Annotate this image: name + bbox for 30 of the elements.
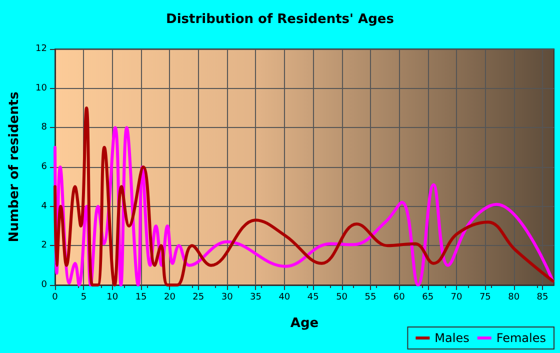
legend-label: Females <box>496 331 546 345</box>
x-tick-label: 10 <box>106 292 118 302</box>
x-tick-label: 45 <box>307 292 319 302</box>
x-tick-label: 20 <box>164 292 176 302</box>
y-tick-label: 12 <box>36 44 47 54</box>
x-tick-label: 40 <box>278 292 290 302</box>
y-tick-label: 6 <box>41 162 48 172</box>
x-axis-title: Age <box>290 316 319 331</box>
x-tick-label: 5 <box>80 292 87 302</box>
x-tick-label: 55 <box>364 292 376 302</box>
x-tick-label: 85 <box>536 292 548 302</box>
y-tick-label: 4 <box>41 201 48 212</box>
x-tick-label: 50 <box>336 292 348 302</box>
y-axis-title: Number of residents <box>7 91 22 242</box>
x-tick-label: 15 <box>135 292 147 302</box>
x-tick-label: 35 <box>250 292 262 302</box>
y-tick-label: 0 <box>41 280 48 290</box>
y-tick-label: 2 <box>41 240 47 251</box>
x-tick-label: 65 <box>422 292 434 302</box>
x-tick-label: 75 <box>479 292 491 302</box>
chart-title: Distribution of Residents' Ages <box>166 12 394 27</box>
legend-label: Males <box>434 331 470 345</box>
x-tick-label: 60 <box>393 292 406 302</box>
x-tick-label: 25 <box>192 292 204 302</box>
x-tick-label: 80 <box>508 292 520 302</box>
y-tick-label: 10 <box>36 83 48 94</box>
y-tick-label: 8 <box>41 122 48 133</box>
x-tick-label: 0 <box>52 292 58 302</box>
x-tick-label: 70 <box>450 292 462 302</box>
x-tick-label: 30 <box>221 292 234 302</box>
